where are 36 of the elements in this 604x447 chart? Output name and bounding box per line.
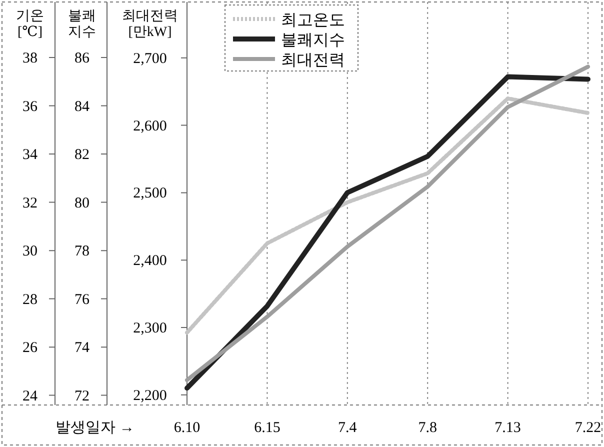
y3-tick-label: 2,400 (133, 253, 167, 270)
y-tick-label: 38 (22, 50, 38, 67)
y2-tick-label: 82 (74, 147, 90, 164)
y-tick-label: 26 (22, 340, 38, 356)
y-axis-title: 기온 [℃] (16, 9, 44, 40)
y3-axis-title: 최대전력 [만kW] (122, 9, 178, 40)
legend-label: 최고온도 (281, 12, 345, 29)
y2-tick-label: 72 (74, 388, 90, 404)
x-tick-label: 7.8 (418, 420, 437, 436)
y3-tick-label: 2,200 (133, 388, 167, 404)
y2-tick-label: 78 (74, 244, 90, 260)
y3-tick-label: 2,300 (133, 320, 167, 336)
y2-tick-label: 86 (74, 50, 90, 67)
x-tick-label: 7.22 (574, 420, 602, 436)
x-axis-title: 발생일자 → (56, 420, 134, 436)
y-tick-label: 24 (22, 388, 38, 404)
y3-tick-label: 2,700 (133, 50, 167, 67)
y-tick-label: 34 (22, 147, 38, 164)
y-tick-label: 36 (22, 98, 38, 115)
y2-tick-label: 76 (74, 292, 90, 308)
y3-tick-label: 2,500 (133, 186, 167, 202)
y2-tick-label: 74 (74, 340, 90, 356)
x-tick-label: 7.13 (494, 420, 521, 436)
y-tick-label: 28 (22, 292, 38, 308)
legend-label: 최대전력 (281, 52, 345, 69)
x-tick-label: 6.10 (174, 420, 200, 436)
x-tick-label: 7.4 (338, 420, 358, 436)
y2-axis-title: 불쾌 지수 (68, 9, 96, 40)
y2-tick-label: 84 (74, 98, 90, 115)
y-tick-label: 30 (22, 244, 38, 260)
legend-label: 불쾌지수 (281, 32, 345, 49)
x-tick-label: 6.15 (254, 420, 280, 436)
line-series (185, 96, 590, 335)
y2-tick-label: 80 (74, 195, 90, 212)
y-tick-label: 32 (22, 195, 38, 212)
y3-tick-label: 2,600 (133, 118, 167, 134)
